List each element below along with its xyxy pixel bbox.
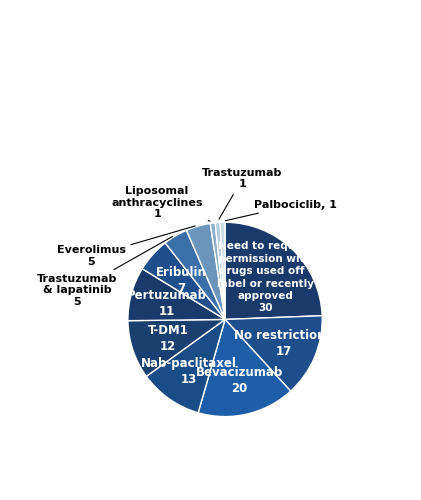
Wedge shape [128,268,225,320]
Wedge shape [128,320,225,376]
Wedge shape [187,224,225,320]
Wedge shape [198,320,290,416]
Wedge shape [142,243,225,320]
Text: Need to request
permission with
drugs used off -
label or recently
approved
30: Need to request permission with drugs us… [217,242,314,314]
Wedge shape [225,316,322,391]
Text: Pertuzumab
11: Pertuzumab 11 [127,289,207,318]
Wedge shape [210,223,225,320]
Text: Trastuzumab
& lapatinib
5: Trastuzumab & lapatinib 5 [37,236,173,307]
Wedge shape [220,222,225,320]
Text: T-DM1
12: T-DM1 12 [147,324,188,353]
Text: Trastuzumab
1: Trastuzumab 1 [203,168,283,219]
Text: Everolimus
5: Everolimus 5 [56,226,195,267]
Text: Liposomal
anthracyclines
1: Liposomal anthracyclines 1 [111,186,210,221]
Text: Nab-paclitaxel
13: Nab-paclitaxel 13 [141,356,237,386]
Text: Eribulin
7: Eribulin 7 [156,266,207,295]
Wedge shape [147,320,225,413]
Text: No restrictions
17: No restrictions 17 [234,330,333,358]
Text: Palbociclib, 1: Palbociclib, 1 [225,200,336,220]
Wedge shape [165,230,225,320]
Text: Bevacizumab
20: Bevacizumab 20 [196,366,283,396]
Wedge shape [225,222,322,320]
Wedge shape [215,222,225,320]
